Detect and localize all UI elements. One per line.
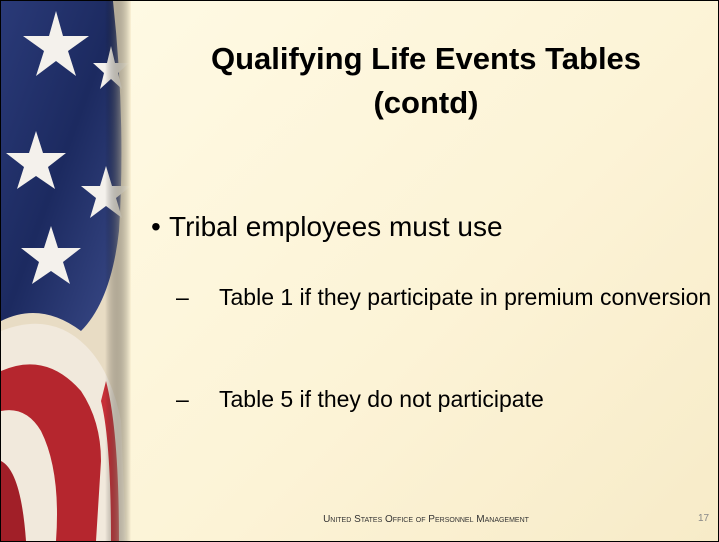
footer: United States Office of Personnel Manage… bbox=[323, 514, 529, 525]
bullet: • Tribal employees must use bbox=[151, 211, 503, 243]
sub-bullet-text: Table 1 if they participate in premium c… bbox=[219, 284, 712, 310]
sub-bullet: – Table 5 if they do not participate bbox=[176, 382, 718, 416]
bullet-text: Tribal employees must use bbox=[169, 211, 503, 242]
bullet-dot: • bbox=[151, 211, 161, 242]
page-number: 17 bbox=[698, 513, 710, 524]
dash: – bbox=[176, 386, 189, 412]
flag-image bbox=[1, 1, 131, 541]
sub-bullet-text: Table 5 if they do not participate bbox=[219, 386, 544, 412]
title-box: Qualifying Life Events Tables (contd) bbox=[141, 37, 711, 125]
sub-bullet: – Table 1 if they participate in premium … bbox=[176, 280, 718, 314]
dash: – bbox=[176, 284, 189, 310]
slide-title: Qualifying Life Events Tables (contd) bbox=[210, 41, 642, 120]
